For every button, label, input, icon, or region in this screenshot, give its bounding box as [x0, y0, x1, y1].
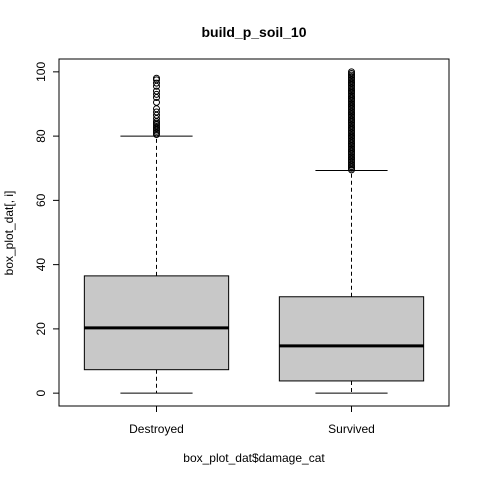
x-tick-label: Survived: [328, 422, 375, 436]
box-iqr: [278, 296, 425, 382]
y-axis-label: box_plot_dat[, i]: [2, 191, 16, 276]
chart-title: build_p_soil_10: [201, 24, 306, 40]
outlier-point: [153, 98, 160, 106]
y-tick-label: 0: [34, 389, 48, 396]
x-axis-label: box_plot_dat$damage_cat: [183, 451, 325, 465]
plot-frame: [58, 58, 450, 407]
y-tick-label: 60: [34, 193, 48, 207]
y-tick-label: 80: [34, 129, 48, 143]
box-iqr: [83, 275, 230, 371]
x-tick-label: Destroyed: [129, 422, 184, 436]
y-tick-label: 20: [34, 322, 48, 336]
outlier-point: [153, 90, 160, 98]
outlier-point: [153, 87, 160, 95]
plot-area: 0 20 40 60 80 100 Destroyed Survived: [34, 58, 450, 436]
y-tick-label: 40: [34, 258, 48, 272]
y-tick-label: 100: [34, 62, 48, 82]
outlier-point: [153, 108, 160, 116]
outlier-point: [348, 68, 355, 76]
outlier-point: [153, 74, 160, 82]
outlier-point: [153, 79, 160, 87]
